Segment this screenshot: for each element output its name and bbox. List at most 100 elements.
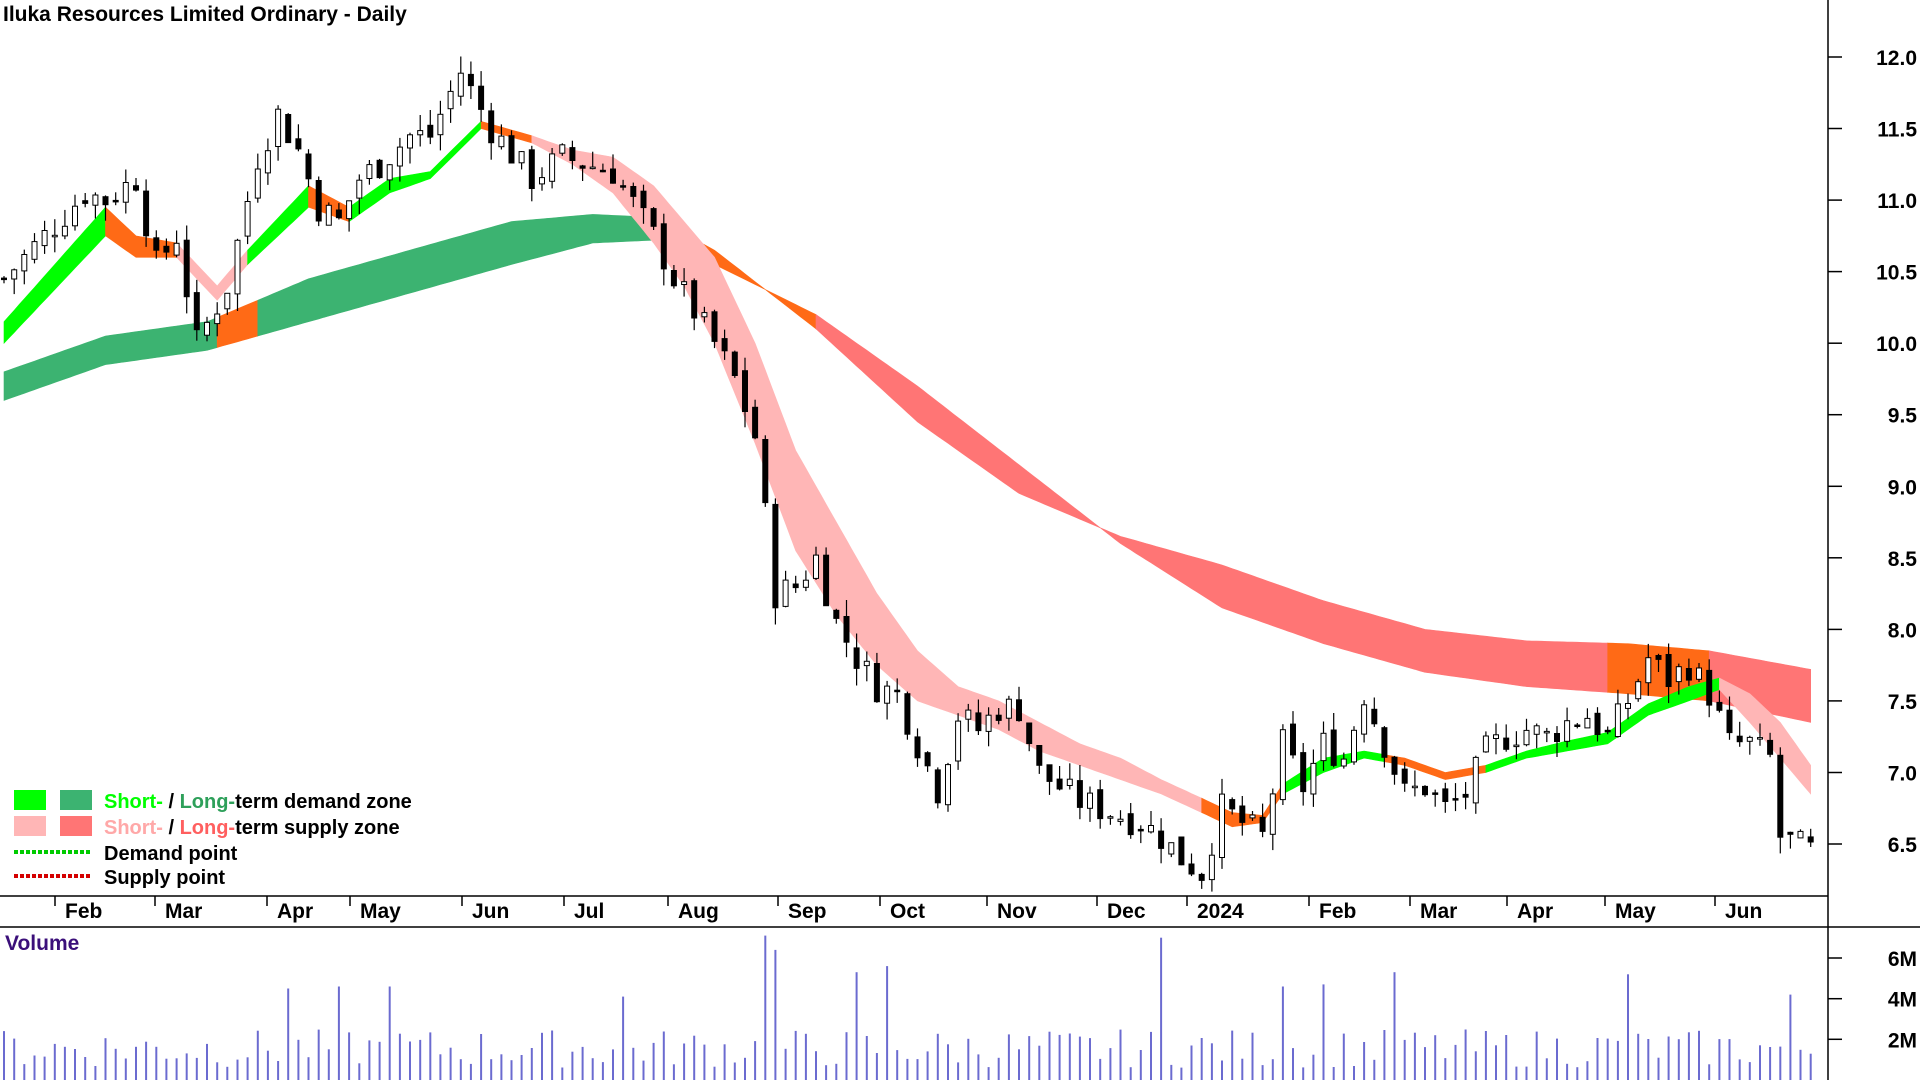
volume-bar-16 (165, 1058, 168, 1080)
candle-30 (305, 149, 312, 188)
candle-102 (1036, 745, 1043, 774)
volume-bar-171 (1738, 1059, 1741, 1080)
candle-body (599, 169, 606, 173)
candle-body (640, 190, 647, 209)
candle-77 (782, 570, 789, 608)
candle-96 (975, 699, 982, 735)
candle-body (1584, 717, 1591, 729)
candle-127 (1290, 711, 1296, 759)
candle-25 (254, 153, 261, 203)
volume-bar-45 (459, 1059, 462, 1080)
candle-body (1401, 768, 1408, 784)
volume-bar-108 (1099, 1058, 1102, 1080)
candle-130 (1320, 721, 1327, 771)
candle-body (1807, 836, 1814, 843)
candle-body (386, 164, 393, 181)
candle-153 (1554, 726, 1560, 757)
candle-120 (1219, 778, 1225, 869)
candle-108 (1097, 779, 1104, 829)
candle-body (1726, 709, 1733, 734)
candle-body (346, 200, 353, 220)
candle-body (1411, 785, 1418, 789)
candle-body (1158, 830, 1165, 849)
volume-bar-160 (1627, 974, 1629, 1080)
volume-bar-161 (1637, 1033, 1640, 1080)
candle-148 (1503, 724, 1510, 752)
volume-bar-113 (1150, 1031, 1152, 1080)
candle-body (1604, 729, 1611, 733)
candle-69 (701, 306, 708, 323)
candle-84 (853, 633, 860, 686)
volume-bar-148 (1505, 1035, 1508, 1080)
volume-bar-173 (1759, 1045, 1761, 1080)
volume-bar-48 (490, 1059, 493, 1080)
volume-bar-121 (1231, 1030, 1234, 1080)
volume-bar-87 (886, 966, 889, 1080)
candle-body (924, 752, 931, 767)
candle-body (670, 270, 677, 287)
candle-body (721, 338, 728, 352)
candle-36 (366, 160, 373, 185)
volume-bar-88 (896, 1050, 899, 1080)
volume-bar-0 (3, 1031, 5, 1080)
candle-145 (1472, 755, 1479, 814)
volume-bar-51 (520, 1055, 523, 1080)
y-tick-label-7: 10.0 (1876, 333, 1917, 356)
candle-16 (163, 238, 170, 260)
candle-126 (1279, 724, 1286, 805)
candle-57 (579, 164, 586, 181)
volume-bar-96 (977, 1054, 980, 1080)
candle-128 (1300, 743, 1307, 806)
candle-body (752, 406, 759, 439)
candle-body (508, 135, 515, 164)
volume-bar-138 (1403, 1039, 1406, 1080)
candle-body (92, 194, 99, 206)
volume-bar-71 (723, 1044, 726, 1080)
y-tick-label-2: 7.5 (1888, 691, 1918, 714)
volume-bar-70 (713, 1066, 716, 1080)
candle-body (873, 663, 880, 703)
volume-axis-ticks: 2M 4M 6M (1828, 948, 1917, 1052)
candle-body (985, 714, 992, 732)
candle-body (102, 196, 109, 206)
legend-supply-rest: term supply zone (235, 817, 399, 839)
volume-bar-20 (206, 1043, 208, 1080)
volume-bar-50 (510, 1060, 513, 1080)
volume-bar-8 (84, 1057, 87, 1080)
candle-136 (1381, 726, 1388, 768)
candle-body (1178, 836, 1185, 866)
candle-body (1198, 873, 1205, 881)
volume-bar-28 (287, 988, 290, 1080)
candle-66 (670, 265, 677, 289)
candle-body (1340, 758, 1347, 767)
candle-70 (711, 309, 718, 349)
volume-bar-29 (297, 1039, 300, 1080)
candle-32 (325, 202, 332, 226)
candle-174 (1767, 732, 1774, 758)
volume-bar-169 (1718, 1039, 1721, 1080)
candle-body (1056, 778, 1063, 790)
candlesticks (1, 56, 1814, 892)
legend-demand-point-label: Demand point (104, 843, 238, 865)
candle-7 (72, 194, 78, 231)
legend-demand-long-label: Long- (180, 791, 236, 813)
candle-76 (772, 498, 779, 625)
volume-bar-124 (1261, 1065, 1264, 1080)
volume-bar-135 (1373, 1059, 1376, 1080)
candle-body (884, 685, 891, 704)
candle-body (51, 234, 58, 238)
volume-bar-128 (1302, 1067, 1305, 1080)
volume-bar-151 (1535, 1031, 1538, 1080)
candle-151 (1533, 723, 1540, 749)
candle-117 (1188, 853, 1195, 877)
candle-112 (1137, 825, 1144, 844)
candle-body (325, 204, 332, 226)
candle-body (1482, 735, 1489, 753)
candle-31 (315, 176, 322, 227)
candle-129 (1310, 749, 1317, 807)
candle-body (112, 199, 119, 203)
candle-body (660, 223, 667, 270)
candle-body (396, 146, 403, 167)
candle-body (1351, 729, 1357, 763)
candle-body (1716, 701, 1723, 711)
